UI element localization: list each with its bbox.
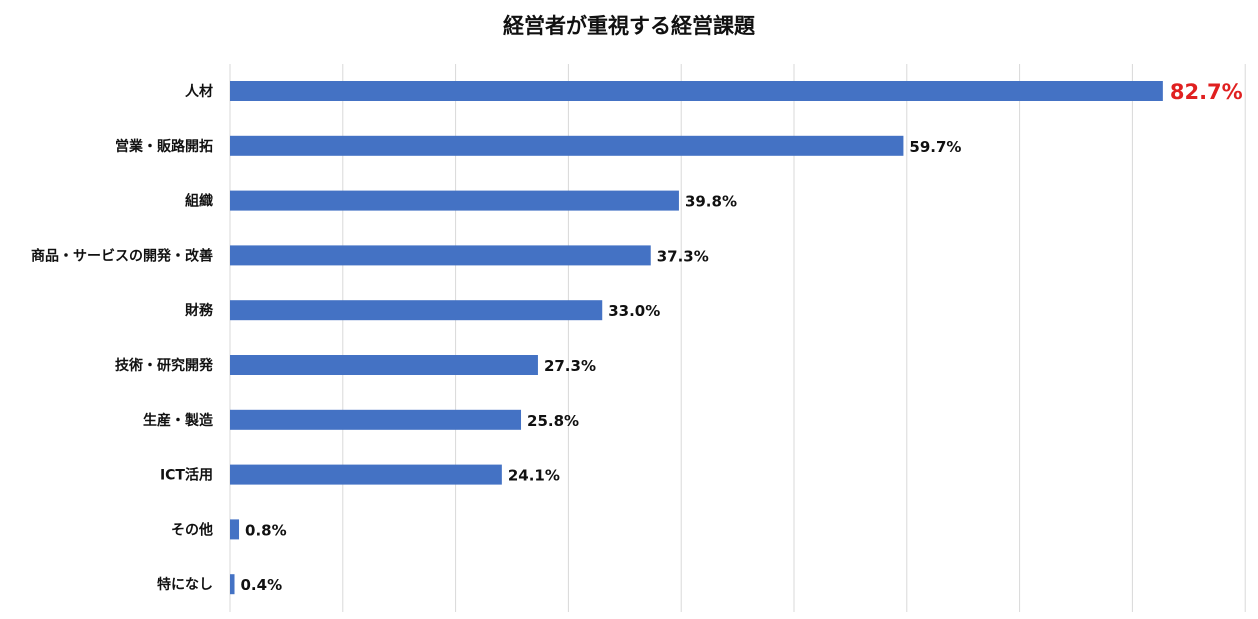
bar — [230, 574, 235, 595]
data-label: 24.1% — [508, 467, 560, 485]
bar — [230, 135, 904, 156]
category-label: 人材 — [185, 83, 213, 100]
data-label: 39.8% — [685, 193, 737, 211]
data-label: 27.3% — [544, 357, 596, 375]
bar — [230, 519, 240, 540]
data-label: 37.3% — [657, 247, 709, 265]
data-label: 33.0% — [608, 302, 660, 320]
category-label: 生産・製造 — [143, 412, 213, 429]
category-label: 組織 — [185, 193, 213, 210]
bar — [230, 355, 538, 375]
bar — [230, 409, 522, 430]
data-label: 59.7% — [909, 138, 961, 156]
bar — [230, 81, 1163, 101]
bar — [230, 300, 603, 321]
bar — [230, 464, 502, 485]
data-label: 25.8% — [527, 412, 579, 430]
category-label: 技術・研究開発 — [115, 357, 214, 374]
category-label: 財務 — [184, 302, 214, 319]
bar — [230, 245, 651, 266]
bar — [230, 190, 679, 211]
data-label: 0.4% — [241, 576, 283, 594]
data-label: 82.7% — [1170, 80, 1243, 104]
category-label: その他 — [171, 521, 213, 538]
data-label: 0.8% — [245, 521, 287, 539]
chart-title: 経営者が重視する経営課題 — [503, 14, 755, 38]
category-label: 商品・サービスの開発・改善 — [31, 247, 213, 264]
category-label: 特になし — [157, 576, 213, 593]
category-label: ICT活用 — [160, 467, 213, 484]
category-label: 営業・販路開拓 — [115, 138, 213, 155]
